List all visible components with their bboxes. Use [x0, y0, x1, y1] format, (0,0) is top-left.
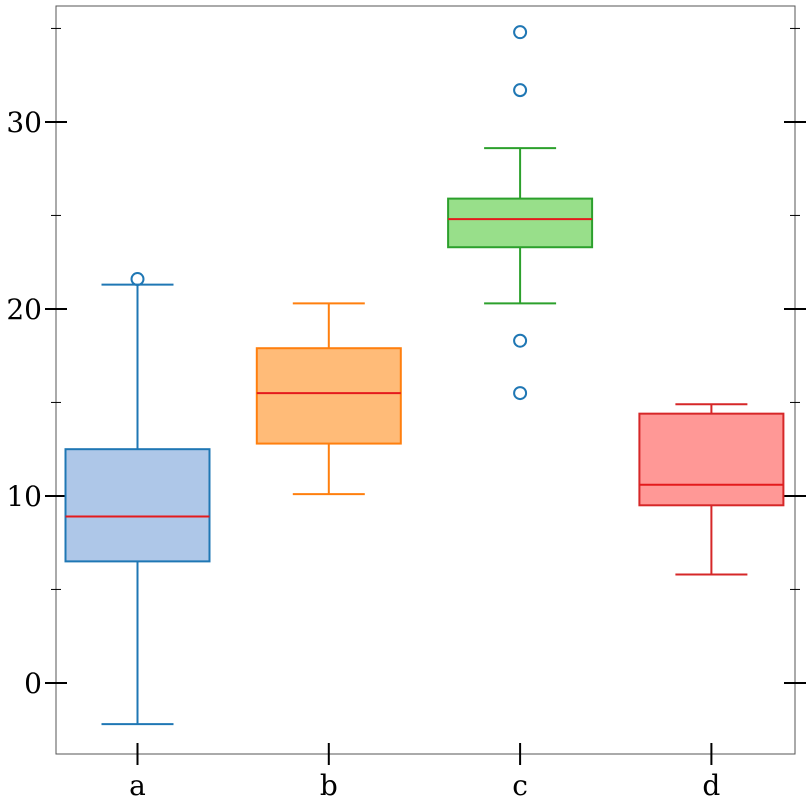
x-tick-label: d	[702, 769, 720, 802]
axis-ticks	[45, 27, 806, 765]
x-tick-label: a	[129, 769, 146, 802]
outlier-point	[513, 25, 528, 40]
box-body	[64, 448, 211, 563]
box-a	[64, 272, 211, 726]
x-tick-label: c	[512, 769, 528, 802]
tick-labels: 0 10 20 30 a b c d	[6, 106, 720, 802]
outlier-point	[513, 386, 528, 401]
box-body	[638, 412, 785, 507]
x-tick-label: b	[320, 769, 338, 802]
y-tick-label: 30	[6, 106, 42, 139]
y-tick-label: 10	[6, 480, 42, 513]
box-series	[64, 25, 785, 726]
y-tick-label: 20	[6, 293, 42, 326]
box-b	[255, 302, 402, 496]
box-d	[638, 403, 785, 576]
box-body	[255, 347, 402, 445]
y-tick-label: 0	[24, 667, 42, 700]
outlier-point	[513, 83, 528, 98]
outlier-point	[513, 333, 528, 348]
box-body	[447, 197, 594, 249]
box-c	[447, 25, 594, 401]
plot-area	[55, 5, 796, 755]
outlier-point	[130, 272, 145, 287]
